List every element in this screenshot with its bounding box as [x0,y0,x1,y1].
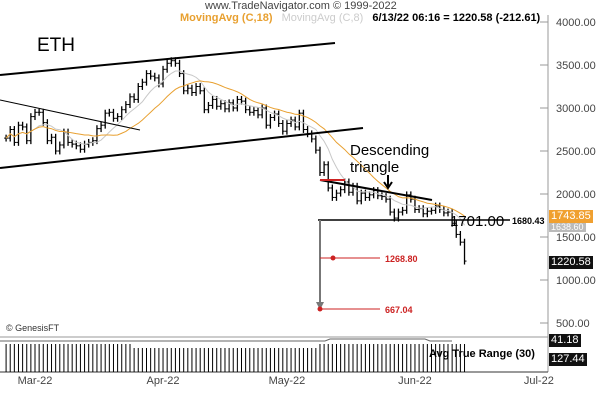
lower-channel-line[interactable] [0,127,364,169]
x-tick-label: Jun-22 [398,375,432,387]
pattern-label-1: Descending [350,142,429,159]
symbol-label: ETH [37,35,75,56]
support-label: 1680.43 [512,216,545,226]
legend-ma18: MovingAvg (C,18) [180,12,273,24]
y-tick-label: 1500.00 [556,232,596,244]
ma18-line [5,80,465,217]
legend-ma8: MovingAvg (C,8) [281,12,364,24]
arrow-down-icon [383,175,393,190]
neckline-label: 1701.00 [450,213,504,230]
y-tick-label: 500.00 [556,318,590,330]
atr-label: Avg True Range (30) [429,348,535,360]
upper-channel-line[interactable] [0,42,336,76]
badge-ma8: 1638.60 [549,222,586,232]
short-trend-line[interactable] [0,99,141,131]
y-tick-label: 3000.00 [556,103,596,115]
legend: MovingAvg (C,18) MovingAvg (C,8) 6/13/22… [180,12,546,24]
y-tick-label: 2000.00 [556,189,596,201]
target2-label: 667.04 [385,305,413,315]
pattern-label-2: triangle [350,159,399,176]
x-tick-label: Apr-22 [147,375,180,387]
copyright: © GenesisFT [6,323,60,333]
watermark: www.TradeNavigator.com © 1999-2022 [205,0,397,12]
projection-arrowhead-icon [316,302,324,310]
y-tick-label: 3500.00 [556,60,596,72]
y-tick-label: 1000.00 [556,275,596,287]
atr-ma-line [0,338,452,342]
ma8-line [5,70,465,226]
badge-atr: 127.44 [549,353,587,366]
triangle-resistance-line[interactable] [319,179,433,201]
price-readout: 6/13/22 06:16 = 1220.58 (-212.61) [372,12,541,24]
y-tick-label: 2500.00 [556,146,596,158]
badge-atr-ma: 41.18 [549,334,581,347]
x-tick-label: Mar-22 [18,375,53,387]
target1-label: 1268.80 [385,254,418,264]
x-tick-label: May-22 [269,375,306,387]
x-tick-label: Jul-22 [524,375,554,387]
badge-ma18: 1743.85 [549,210,593,223]
badge-last: 1220.58 [549,256,593,269]
y-tick-label: 4000.00 [556,17,596,29]
